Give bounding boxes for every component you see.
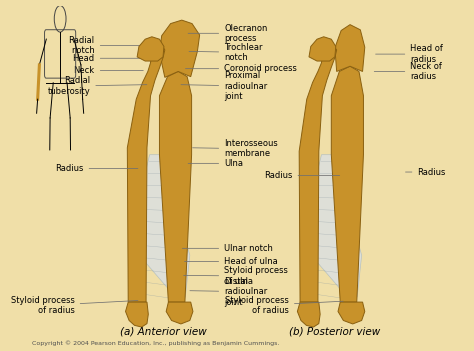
Text: Ulnar notch: Ulnar notch	[182, 244, 273, 253]
Text: Styloid process
of ulna: Styloid process of ulna	[183, 266, 288, 286]
Text: Radial
tuberosity: Radial tuberosity	[47, 76, 147, 96]
Text: Distal
radioulnar
joint: Distal radioulnar joint	[190, 277, 267, 306]
Text: Radial
notch: Radial notch	[69, 36, 146, 55]
Text: Styloid process
of radius: Styloid process of radius	[11, 296, 138, 315]
Text: Radius: Radius	[264, 171, 340, 180]
Text: Proximal
radioulnar
joint: Proximal radioulnar joint	[181, 71, 267, 101]
Text: Head of
radius: Head of radius	[375, 45, 443, 64]
Text: Radius: Radius	[55, 164, 138, 173]
Polygon shape	[137, 37, 164, 61]
Polygon shape	[309, 155, 362, 300]
Text: Ulna: Ulna	[188, 159, 243, 168]
Text: (b) Posterior view: (b) Posterior view	[289, 326, 381, 337]
Text: Neck of
radius: Neck of radius	[374, 62, 442, 81]
Polygon shape	[335, 25, 365, 72]
Text: Head: Head	[73, 54, 143, 63]
Polygon shape	[137, 155, 190, 300]
Polygon shape	[309, 37, 336, 61]
Text: Head of ulna: Head of ulna	[184, 257, 278, 266]
Polygon shape	[159, 72, 191, 302]
Text: Copyright © 2004 Pearson Education, Inc., publishing as Benjamin Cummings.: Copyright © 2004 Pearson Education, Inc.…	[32, 340, 280, 346]
Text: (a) Anterior view: (a) Anterior view	[119, 326, 206, 337]
Polygon shape	[338, 302, 365, 324]
Text: Olecranon
process: Olecranon process	[188, 24, 267, 43]
Polygon shape	[331, 66, 364, 302]
Polygon shape	[128, 45, 165, 302]
Text: Interosseous
membrane: Interosseous membrane	[192, 139, 278, 159]
Text: Radius: Radius	[406, 167, 446, 177]
Polygon shape	[297, 302, 320, 327]
Polygon shape	[126, 302, 148, 327]
Text: Neck: Neck	[73, 66, 143, 75]
Polygon shape	[299, 45, 337, 302]
Text: Styloid process
of radius: Styloid process of radius	[225, 296, 343, 315]
Polygon shape	[159, 20, 200, 77]
Text: Coronoid process: Coronoid process	[185, 64, 297, 73]
Polygon shape	[166, 302, 193, 324]
Text: Trochlear
notch: Trochlear notch	[189, 43, 263, 62]
